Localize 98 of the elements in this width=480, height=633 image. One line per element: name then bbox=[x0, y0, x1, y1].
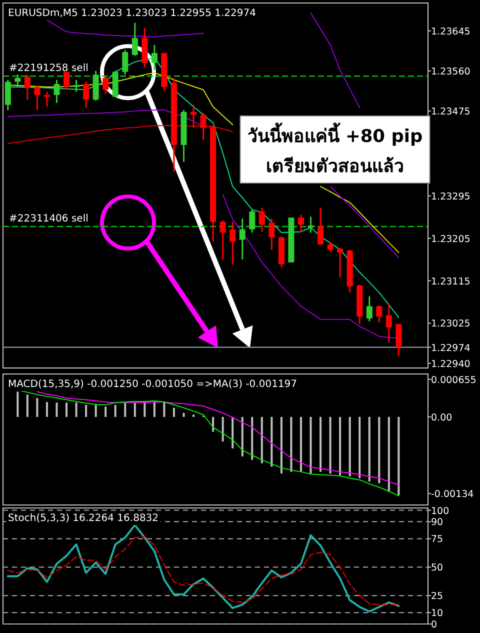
y-tick-label: 0.000655 bbox=[431, 374, 476, 386]
candlestick bbox=[230, 221, 236, 266]
y-tick-label: 1.23645 bbox=[431, 26, 470, 38]
candlestick bbox=[83, 81, 90, 108]
candlestick bbox=[200, 112, 206, 141]
candlestick bbox=[73, 79, 80, 92]
candlestick bbox=[386, 304, 392, 344]
candlestick bbox=[14, 74, 21, 88]
y-tick-label: 1.23205 bbox=[431, 234, 470, 245]
candlestick bbox=[151, 44, 158, 71]
line-series bbox=[7, 536, 400, 606]
bar bbox=[104, 406, 107, 417]
y-tick-label: 1.23560 bbox=[431, 66, 470, 78]
bar bbox=[358, 416, 361, 478]
candlestick bbox=[327, 240, 334, 252]
line-series bbox=[36, 391, 400, 486]
candlestick bbox=[220, 220, 226, 260]
bar bbox=[222, 416, 224, 442]
bar bbox=[251, 416, 254, 460]
candlestick bbox=[337, 247, 344, 278]
y-tick-label: 75 bbox=[431, 534, 444, 546]
y-tick-label: 1.23025 bbox=[431, 318, 470, 330]
bar bbox=[75, 402, 78, 417]
bar bbox=[270, 416, 273, 467]
bar bbox=[46, 402, 48, 417]
candlestick bbox=[396, 323, 402, 357]
y-tick-label: 1.23295 bbox=[431, 191, 470, 202]
bar bbox=[66, 402, 68, 417]
y-tick-label: 1.23115 bbox=[431, 276, 470, 288]
y-tick-label: 0.00 bbox=[431, 412, 452, 424]
bar bbox=[310, 416, 312, 474]
y-tick-label: 1.23475 bbox=[431, 106, 470, 118]
bar bbox=[300, 416, 302, 472]
y-tick-label: -0.00134 bbox=[431, 489, 474, 500]
bar bbox=[320, 416, 322, 472]
candlestick bbox=[44, 90, 50, 108]
candlestick bbox=[190, 104, 197, 129]
bar bbox=[260, 416, 263, 464]
line-series bbox=[330, 186, 400, 258]
bar bbox=[241, 416, 244, 456]
candlestick bbox=[132, 22, 138, 57]
ref-line-label: #22191258 sell bbox=[9, 63, 88, 74]
y-tick-label: 25 bbox=[431, 591, 444, 602]
y-tick-label: 10 bbox=[431, 608, 444, 620]
candlestick bbox=[258, 206, 265, 232]
bar bbox=[16, 392, 19, 417]
bar bbox=[388, 416, 390, 492]
y-tick-label: 1.22974 bbox=[431, 342, 470, 354]
bar bbox=[124, 402, 126, 417]
bar bbox=[94, 404, 97, 417]
bar bbox=[280, 416, 282, 474]
line-series bbox=[6, 524, 400, 612]
bar bbox=[182, 412, 185, 417]
bar bbox=[144, 402, 146, 417]
bar bbox=[290, 416, 292, 472]
bar bbox=[339, 416, 342, 476]
annotation: เตรียมตัวสอนแล้ว bbox=[266, 156, 404, 177]
bar bbox=[153, 402, 156, 417]
bar bbox=[36, 398, 38, 417]
text: EURUSDm,M5 1.23023 1.23023 1.22955 1.22974 bbox=[8, 8, 256, 19]
bar bbox=[85, 404, 88, 417]
candlestick bbox=[4, 79, 11, 111]
bar bbox=[368, 416, 370, 482]
candlestick bbox=[122, 49, 128, 76]
y-tick-label: 100 bbox=[431, 506, 450, 517]
bar bbox=[329, 416, 332, 474]
y-tick-label: 90 bbox=[431, 517, 444, 528]
y-tick-label: 0 bbox=[431, 620, 438, 630]
bar bbox=[56, 402, 58, 417]
bar bbox=[134, 402, 136, 417]
bar bbox=[26, 394, 28, 417]
candlestick bbox=[318, 206, 324, 246]
bar bbox=[212, 416, 214, 432]
candlestick bbox=[366, 296, 372, 322]
candlestick bbox=[34, 85, 40, 111]
candlestick bbox=[268, 218, 275, 250]
candlestick bbox=[24, 74, 30, 100]
candlestick bbox=[64, 71, 70, 91]
annotation: วันนี้พอแค่นี้ +80 pip bbox=[247, 122, 423, 147]
bar bbox=[378, 416, 380, 484]
bar bbox=[163, 402, 166, 417]
candlestick bbox=[249, 208, 256, 234]
bar bbox=[172, 408, 175, 417]
candlestick bbox=[298, 214, 304, 234]
bar bbox=[114, 404, 116, 417]
y-tick-label: 50 bbox=[431, 562, 444, 574]
y-tick-label: 1.22940 bbox=[431, 358, 470, 370]
bar bbox=[398, 416, 400, 496]
ref-line-label: #22311406 sell bbox=[9, 214, 88, 225]
text: Stoch(5,3,3) 16.2264 16.8832 bbox=[8, 513, 159, 524]
bar bbox=[348, 416, 351, 476]
candlestick bbox=[239, 218, 246, 260]
text: MACD(15,35,9) -0.001250 -0.001050 =>MA(3) -0.001197 bbox=[8, 379, 298, 390]
candlestick bbox=[376, 304, 382, 324]
candlestick bbox=[308, 216, 314, 234]
bar bbox=[232, 416, 234, 448]
candlestick bbox=[54, 79, 60, 104]
candlestick bbox=[102, 75, 109, 95]
